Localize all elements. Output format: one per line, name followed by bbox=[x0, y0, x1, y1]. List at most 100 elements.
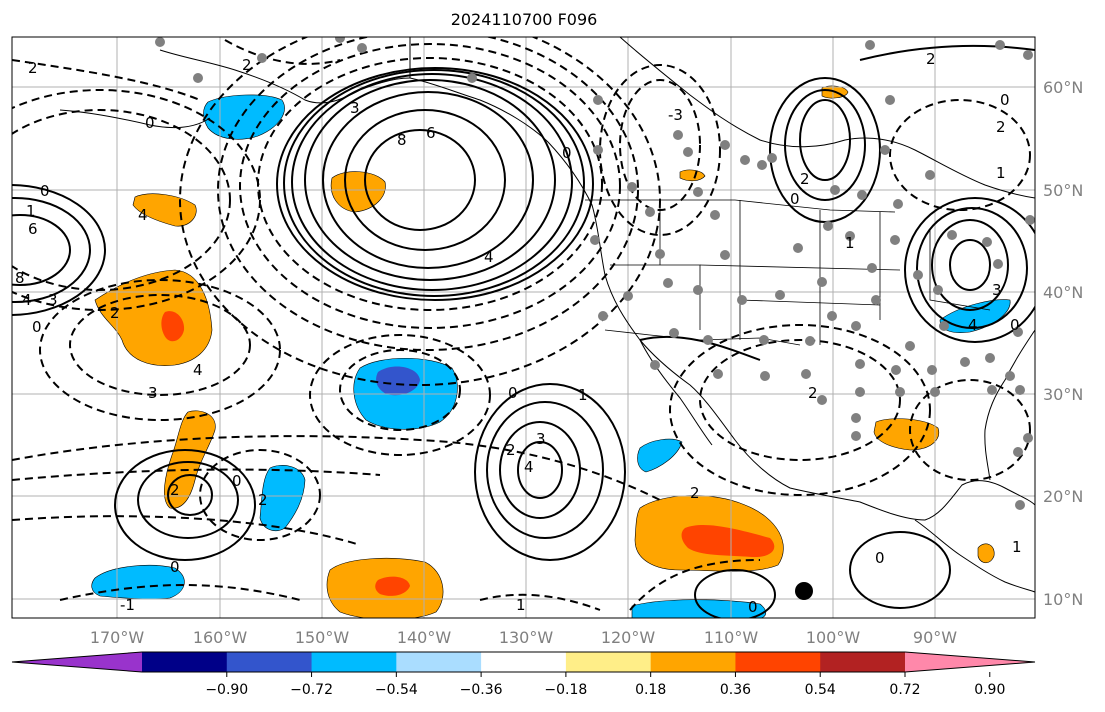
contour-label: 2 bbox=[926, 50, 936, 68]
contour-label: 6 bbox=[28, 220, 38, 238]
contour-label: 3 bbox=[350, 99, 360, 117]
contour-label: 2 bbox=[690, 484, 700, 502]
contour-label: 3 bbox=[148, 384, 158, 402]
colorbar-tick-label: 0.54 bbox=[805, 682, 836, 698]
shade-blue-equator bbox=[631, 599, 767, 618]
colorbar-swatch bbox=[396, 652, 482, 672]
colorbar-swatch bbox=[650, 652, 736, 672]
lat-tick-label: 20°N bbox=[1043, 487, 1083, 506]
colorbar-extend-low bbox=[12, 652, 142, 672]
shade-darkblue-pacific bbox=[376, 366, 420, 396]
contour-label: 2 bbox=[996, 118, 1006, 136]
contour-label: 8 bbox=[15, 269, 25, 287]
shade-red-sw-pacific bbox=[375, 576, 410, 596]
lat-tick-label: 60°N bbox=[1043, 78, 1083, 97]
colorbar-tick-label: 0.18 bbox=[635, 682, 666, 698]
contour-label: 6 bbox=[426, 124, 436, 142]
dashed-contours bbox=[12, 37, 1031, 611]
contour-label: 1 bbox=[26, 202, 36, 220]
shade-red-mexico bbox=[681, 525, 775, 558]
lon-tick-label: 160°W bbox=[193, 628, 248, 647]
lat-tick-label: 40°N bbox=[1043, 283, 1083, 302]
colorbar-swatch bbox=[226, 652, 313, 672]
contour-label: -1 bbox=[120, 596, 135, 614]
colorbar-tick-label: −0.54 bbox=[375, 682, 418, 698]
contour-label: 0 bbox=[790, 190, 800, 208]
contour-label: 2 bbox=[242, 56, 252, 74]
contour-labels: 2 0 2 3 8 6 4 0 0 6 8 4 3 0 4 3 0 -1 0 1 bbox=[15, 50, 1022, 616]
shade-red-west bbox=[161, 311, 185, 342]
shaded-regions bbox=[91, 85, 1011, 618]
contour-label: 8 bbox=[397, 131, 407, 149]
lon-tick-label: 110°W bbox=[704, 628, 759, 647]
colorbar-tick-label: −0.36 bbox=[460, 682, 503, 698]
colorbar-tick-label: 0.36 bbox=[720, 682, 751, 698]
shade-blue-baja bbox=[637, 438, 683, 473]
colorbar-tick-label: −0.72 bbox=[290, 682, 333, 698]
contour-label: 0 bbox=[170, 558, 180, 576]
colorbar-swatch bbox=[481, 652, 567, 672]
shade-orange-west bbox=[94, 269, 213, 366]
contour-label: 2 bbox=[170, 481, 180, 499]
contour-label: 0 bbox=[232, 472, 242, 490]
longitude-ticks: 170°W 160°W 150°W 140°W 130°W 120°W 110°… bbox=[90, 628, 957, 647]
lon-tick-label: 100°W bbox=[806, 628, 861, 647]
contour-label: 4 bbox=[138, 206, 148, 224]
latitude-ticks: 60°N 50°N 40°N 30°N 20°N 10°N bbox=[1043, 78, 1083, 609]
contour-label: 0 bbox=[32, 318, 42, 336]
colorbar-tick-label: −0.90 bbox=[205, 682, 248, 698]
shade-blue-eastcoast bbox=[939, 299, 1011, 333]
contour-label: 4 bbox=[193, 361, 203, 379]
lat-tick-label: 10°N bbox=[1043, 590, 1083, 609]
colorbar-swatch bbox=[735, 652, 821, 672]
contour-label: 0 bbox=[1000, 91, 1010, 109]
contour-label: 4 bbox=[524, 458, 534, 476]
lon-tick-label: 150°W bbox=[295, 628, 350, 647]
contour-label: 3 bbox=[992, 281, 1002, 299]
contour-label: 1 bbox=[996, 164, 1006, 182]
shade-orange-centralamerica bbox=[977, 543, 995, 564]
contour-label: 1 bbox=[516, 596, 526, 614]
contour-label: -3 bbox=[668, 106, 683, 124]
map-title: 2024110700 F096 bbox=[450, 10, 598, 29]
lon-tick-label: 130°W bbox=[499, 628, 554, 647]
contour-label: 0 bbox=[145, 114, 155, 132]
contour-label: 3 bbox=[48, 291, 58, 309]
contour-label: 1 bbox=[578, 386, 588, 404]
contour-label: 0 bbox=[40, 182, 50, 200]
contour-label: 2 bbox=[110, 304, 120, 322]
contour-label: 2 bbox=[506, 441, 516, 459]
lon-tick-label: 140°W bbox=[397, 628, 452, 647]
lat-tick-label: 50°N bbox=[1043, 181, 1083, 200]
contour-label: 2 bbox=[258, 491, 268, 509]
colorbar-swatch bbox=[565, 652, 652, 672]
colorbar-swatch bbox=[311, 652, 397, 672]
lat-tick-label: 30°N bbox=[1043, 385, 1083, 404]
map-panel: 2 0 2 3 8 6 4 0 0 6 8 4 3 0 4 3 0 -1 0 1 bbox=[11, 36, 1036, 619]
colorbar: −0.90 −0.72 −0.54 −0.36 −0.18 0.18 0.36 0.54 0.7… bbox=[11, 651, 1036, 698]
contour-label: 0 bbox=[1010, 316, 1020, 334]
lon-tick-label: 170°W bbox=[90, 628, 145, 647]
solid-contours bbox=[12, 44, 1035, 618]
contour-label: 4 bbox=[22, 291, 32, 309]
shade-orange-greatlakes bbox=[679, 169, 706, 182]
black-marker-dot bbox=[795, 582, 813, 600]
colorbar-outline bbox=[11, 651, 1036, 673]
colorbar-swatch bbox=[142, 652, 228, 672]
colorbar-tick-label: 0.90 bbox=[974, 682, 1005, 698]
contour-label: 0 bbox=[875, 549, 885, 567]
contour-label: 2 bbox=[28, 59, 38, 77]
station-dots bbox=[155, 37, 1035, 510]
lon-tick-label: 90°W bbox=[913, 628, 957, 647]
contour-label: 4 bbox=[484, 248, 494, 266]
colorbar-swatch bbox=[820, 652, 906, 672]
contour-label: 0 bbox=[562, 144, 572, 162]
contour-label: 2 bbox=[800, 170, 810, 188]
colorbar-tick-label: −0.18 bbox=[544, 682, 587, 698]
contour-label: 4 bbox=[968, 316, 978, 334]
contour-label: 0 bbox=[748, 598, 758, 616]
contour-label: 0 bbox=[508, 384, 518, 402]
lon-tick-label: 120°W bbox=[601, 628, 656, 647]
coastlines bbox=[59, 37, 1035, 593]
